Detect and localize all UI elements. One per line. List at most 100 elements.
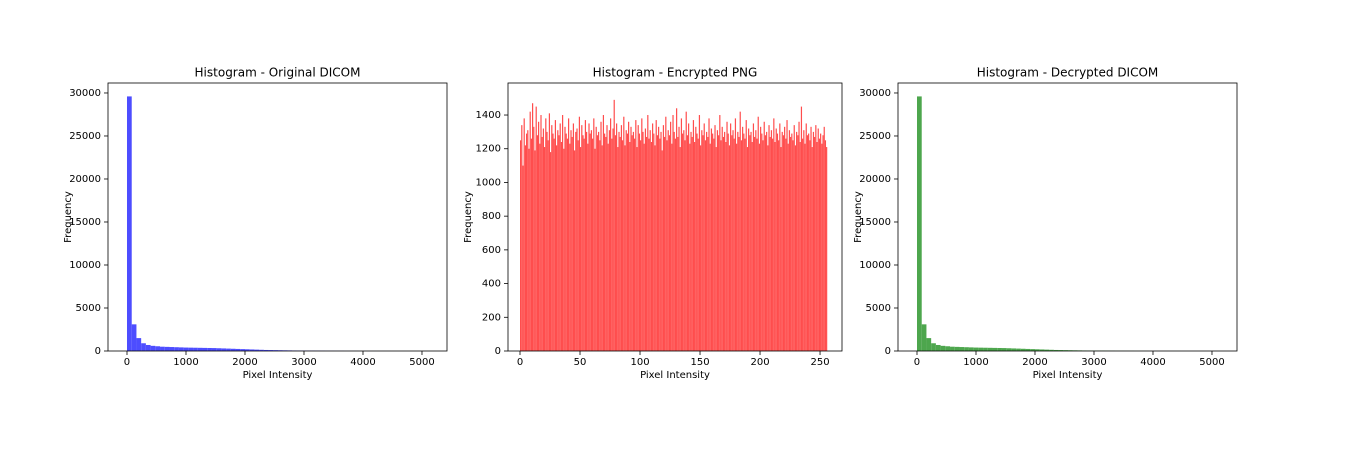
- histogram-bar: [728, 145, 731, 351]
- histogram-bar: [686, 135, 689, 351]
- histogram-bar: [824, 140, 827, 351]
- histogram-bar: [780, 147, 782, 351]
- histogram-bar: [587, 143, 589, 351]
- y-axis-label: Frequency: [463, 191, 474, 243]
- histogram-bar: [530, 138, 533, 351]
- histogram-bar: [673, 131, 675, 351]
- histogram-bar: [546, 131, 548, 351]
- histogram-bar: [788, 130, 791, 351]
- histogram-bar: [535, 106, 537, 352]
- histogram-bar: [818, 138, 821, 351]
- histogram-bar: [987, 347, 993, 351]
- histogram-bar: [776, 133, 779, 351]
- histogram-bar: [730, 123, 732, 352]
- histogram-bar: [623, 116, 625, 351]
- histogram-bar: [596, 135, 599, 351]
- histogram-bar: [978, 347, 984, 351]
- histogram-bar: [588, 123, 590, 352]
- histogram-bar: [526, 133, 528, 351]
- y-tick-label: 10000: [69, 260, 101, 271]
- histogram-bar: [766, 131, 768, 351]
- histogram-bar: [145, 344, 151, 351]
- histogram-bar: [136, 338, 142, 351]
- histogram-bar: [568, 118, 570, 351]
- histogram-bar: [605, 136, 607, 351]
- histogram-bar: [781, 131, 783, 351]
- histogram-bar: [964, 347, 969, 351]
- histogram-bar: [566, 138, 569, 351]
- histogram-bar: [595, 126, 597, 351]
- histogram-bar: [580, 147, 582, 351]
- histogram-bar: [703, 123, 705, 352]
- histogram-bar: [620, 125, 623, 351]
- histogram-bar: [816, 141, 818, 351]
- histogram-bar: [926, 338, 932, 351]
- histogram-bar: [740, 140, 743, 351]
- histogram-bar: [806, 135, 809, 351]
- histogram-bar: [642, 131, 644, 351]
- y-axis-label: Frequency: [63, 191, 74, 243]
- histogram-bar: [940, 345, 946, 351]
- x-tick-label: 2000: [232, 357, 257, 368]
- histogram-bar: [718, 135, 720, 351]
- histogram-bar: [556, 145, 558, 351]
- y-tick-label: 400: [482, 279, 501, 290]
- histogram-bar: [736, 143, 738, 351]
- histogram-bar: [931, 343, 936, 351]
- histogram-bar: [799, 141, 801, 351]
- histogram-bar: [559, 123, 561, 352]
- y-tick-label: 1200: [476, 144, 501, 155]
- histogram-bar: [155, 346, 161, 351]
- histogram-bar: [226, 348, 231, 351]
- histogram-bar: [768, 125, 770, 351]
- histogram-bar: [1058, 350, 1064, 351]
- x-tick-label: 3000: [291, 357, 316, 368]
- histogram-bar: [235, 348, 241, 351]
- histogram-bar: [1020, 348, 1026, 351]
- histogram-bar: [624, 145, 626, 351]
- histogram-bar: [548, 113, 551, 351]
- histogram-bar: [821, 143, 823, 351]
- histogram-bar: [563, 148, 565, 351]
- histogram-bar: [141, 343, 146, 351]
- histogram-bar: [661, 150, 663, 351]
- histogram-bar: [666, 140, 668, 351]
- histogram-bar: [704, 140, 707, 351]
- histogram-bar: [650, 141, 653, 351]
- histogram-bar: [174, 347, 179, 351]
- histogram-bar: [1053, 349, 1059, 351]
- x-tick-label: 1000: [173, 357, 198, 368]
- histogram-bar: [733, 138, 735, 351]
- histogram-bar: [755, 130, 757, 351]
- histogram-bar: [727, 133, 729, 351]
- plot-frame: [507, 82, 843, 352]
- histogram-bar: [716, 130, 719, 351]
- histogram-bar: [197, 347, 203, 351]
- histogram-bar: [545, 118, 547, 351]
- histogram-bar: [743, 133, 745, 351]
- histogram-bar: [643, 143, 645, 351]
- histogram-bar: [744, 138, 746, 351]
- histogram-bar: [664, 136, 666, 351]
- y-tick-label: 20000: [859, 174, 891, 185]
- histogram-bar: [750, 131, 752, 351]
- histogram-bar: [522, 165, 524, 351]
- histogram-bar: [240, 349, 245, 351]
- histogram-bar: [757, 116, 759, 351]
- x-tick-label: 4000: [350, 357, 375, 368]
- histogram-bar: [534, 150, 536, 351]
- y-tick-label: 5000: [76, 303, 101, 314]
- y-tick-label: 0: [95, 346, 101, 357]
- histogram-bar: [638, 133, 641, 351]
- histogram-bar: [690, 131, 692, 351]
- histogram-bar: [731, 135, 733, 351]
- histogram-bar: [732, 130, 734, 351]
- histogram-bar: [792, 140, 794, 351]
- histogram-bar: [527, 130, 529, 351]
- histogram-bar: [126, 96, 132, 351]
- histogram-bar: [688, 123, 690, 352]
- histogram-bar: [695, 126, 697, 351]
- histogram-bar: [616, 123, 618, 352]
- histogram-bar: [698, 115, 701, 352]
- histogram-bar: [528, 148, 530, 351]
